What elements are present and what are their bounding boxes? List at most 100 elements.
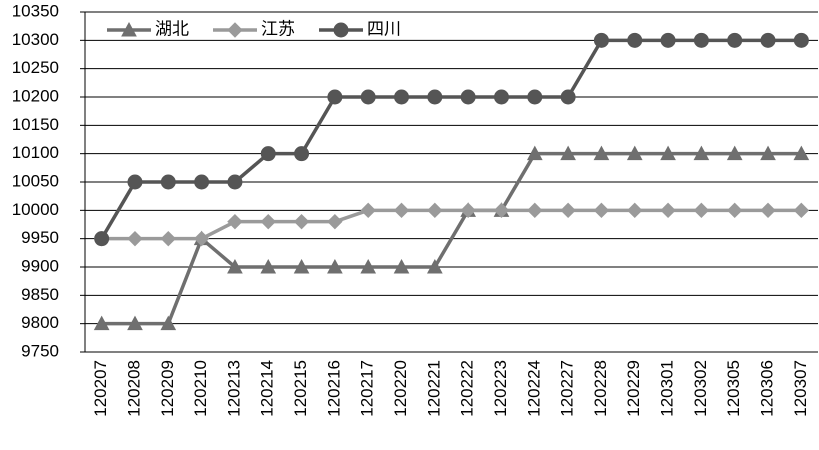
- x-tick-label: 120224: [524, 360, 543, 417]
- marker: [393, 258, 410, 274]
- marker: [693, 32, 709, 48]
- y-tick-label: 9750: [21, 341, 59, 360]
- marker: [760, 145, 776, 161]
- x-tick-label: 120217: [358, 360, 377, 417]
- marker: [760, 32, 776, 48]
- marker: [760, 202, 776, 219]
- x-tick-label: 120306: [758, 360, 777, 417]
- marker: [560, 145, 576, 161]
- y-tick-label: 9950: [21, 228, 59, 247]
- marker: [293, 258, 310, 274]
- marker: [593, 145, 610, 161]
- marker: [227, 213, 243, 230]
- x-tick-label: 120221: [424, 360, 443, 417]
- x-tick-label: 120301: [658, 360, 677, 417]
- series-line: [101, 208, 802, 241]
- marker: [460, 89, 476, 105]
- marker: [660, 202, 676, 219]
- marker: [327, 89, 343, 105]
- marker: [493, 89, 509, 105]
- x-tick-label: 120207: [91, 360, 110, 417]
- marker: [127, 174, 143, 190]
- series-line: [101, 151, 802, 326]
- marker: [593, 32, 609, 48]
- x-tick-label: 120305: [724, 360, 743, 417]
- marker: [726, 145, 743, 161]
- marker: [460, 202, 476, 219]
- marker: [627, 202, 643, 219]
- x-tick-label: 120223: [491, 360, 510, 417]
- marker: [394, 89, 410, 105]
- marker: [493, 202, 510, 219]
- marker: [727, 32, 743, 48]
- x-tick-label: 120229: [624, 360, 643, 417]
- marker: [293, 213, 310, 230]
- legend-label: 湖北: [155, 19, 189, 38]
- x-tick-label: 120215: [291, 360, 310, 417]
- marker: [427, 258, 443, 274]
- marker: [260, 213, 276, 230]
- marker: [593, 202, 610, 219]
- y-tick-label: 10300: [12, 30, 59, 49]
- marker: [360, 258, 377, 274]
- marker: [160, 174, 176, 190]
- marker: [527, 89, 543, 105]
- x-tick-label: 120213: [224, 360, 243, 417]
- marker: [660, 145, 676, 161]
- marker: [94, 231, 110, 247]
- marker: [627, 32, 643, 48]
- marker: [527, 202, 543, 219]
- x-tick-label: 120210: [191, 360, 210, 417]
- y-tick-label: 10250: [12, 58, 59, 77]
- marker: [726, 202, 743, 219]
- y-tick-label: 10000: [12, 200, 59, 219]
- marker: [260, 146, 276, 162]
- legend-marker: [333, 22, 349, 38]
- y-tick-label: 9900: [21, 256, 59, 275]
- marker: [227, 174, 243, 190]
- y-tick-label: 9800: [21, 313, 59, 332]
- marker: [693, 145, 710, 161]
- marker: [793, 145, 810, 161]
- marker: [560, 89, 576, 105]
- marker: [427, 202, 443, 219]
- y-tick-label: 10350: [12, 1, 59, 20]
- marker: [127, 315, 143, 331]
- marker: [693, 202, 710, 219]
- x-tick-label: 120222: [458, 360, 477, 417]
- marker: [327, 258, 343, 274]
- x-tick-label: 120209: [158, 360, 177, 417]
- marker: [294, 146, 310, 162]
- marker: [560, 202, 576, 219]
- marker: [427, 89, 443, 105]
- marker: [260, 258, 277, 274]
- y-tick-label: 10050: [12, 171, 59, 190]
- marker: [93, 315, 110, 331]
- x-tick-label: 120216: [324, 360, 343, 417]
- y-tick-label: 10150: [12, 115, 59, 134]
- marker: [793, 32, 809, 48]
- marker: [227, 258, 243, 274]
- marker: [660, 32, 676, 48]
- marker: [194, 174, 210, 190]
- marker: [360, 89, 376, 105]
- marker: [360, 202, 376, 219]
- legend-label: 江苏: [261, 19, 295, 38]
- marker: [127, 230, 143, 247]
- x-tick-label: 120220: [391, 360, 410, 417]
- x-tick-label: 120302: [691, 360, 710, 417]
- legend-marker: [227, 22, 243, 38]
- x-tick-label: 120208: [124, 360, 143, 417]
- marker: [193, 230, 210, 247]
- y-tick-label: 10200: [12, 86, 59, 105]
- marker: [160, 315, 177, 331]
- y-tick-label: 9850: [21, 285, 59, 304]
- marker: [160, 230, 177, 247]
- marker: [393, 202, 410, 219]
- marker: [626, 145, 643, 161]
- x-tick-label: 120214: [258, 360, 277, 417]
- y-tick-label: 10100: [12, 143, 59, 162]
- x-tick-label: 120307: [791, 360, 810, 417]
- x-tick-label: 120228: [591, 360, 610, 417]
